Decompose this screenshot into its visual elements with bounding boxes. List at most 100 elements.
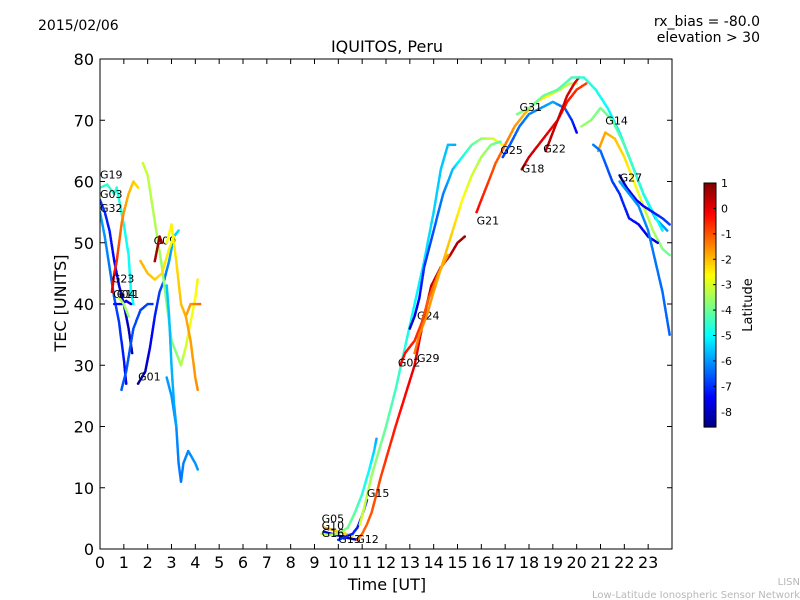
colorbar-segment [704,246,716,249]
colorbar-segment [704,298,716,302]
data-point [584,82,588,85]
colorbar-segment [704,199,716,202]
colorbar-segment [704,282,716,286]
data-point [196,388,199,392]
colorbar-segment [704,225,716,229]
colorbar-tick-label: -3 [721,279,732,292]
data-point [160,241,164,245]
colorbar-segment [704,396,716,400]
x-tick-label: 9 [309,553,319,572]
colorbar-segment [704,207,716,211]
colorbar-segment [704,368,716,371]
colorbar-segment [704,209,716,213]
colorbar-segment [704,384,716,387]
data-point [172,235,176,238]
data-point [127,315,130,318]
y-tick-label: 10 [74,479,94,498]
colorbar-segment [704,195,716,198]
rx-bias-label: rx_bias = -80.0 [654,14,760,30]
colorbar-segment [704,359,716,363]
colorbar-segment [704,272,716,276]
data-point [453,143,457,147]
colorbar-segment [704,414,716,418]
series-label-g19: G19 [100,168,123,181]
y-tick-label: 0 [84,540,94,559]
x-axis-title: Time [UT] [347,575,426,594]
colorbar-segment [704,189,716,192]
colorbar-segment [704,418,716,422]
colorbar-tick-label: -6 [721,355,732,368]
x-tick-label: 3 [166,553,176,572]
colorbar-segment [704,327,716,330]
series-track-33 [618,180,671,336]
data-point [130,351,134,355]
y-tick-label: 50 [74,234,94,253]
series-label-g29: G29 [417,352,440,365]
x-tick-label: 1 [119,553,129,572]
colorbar-segment [704,408,716,412]
x-tick-label: 8 [286,553,296,572]
colorbar-segment [704,422,716,426]
colorbar-tick-label: -8 [721,406,732,419]
colorbar-segment [704,231,716,235]
series-label-g16: G16 [322,527,345,540]
colorbar-segment [704,305,716,308]
colorbar-segment [704,258,716,261]
colorbar-segment [704,219,716,223]
colorbar-tick-label: -7 [721,380,732,393]
colorbar-segment [704,382,716,385]
data-point [668,253,671,257]
colorbar-segment [704,363,716,367]
colorbar-segment [704,325,716,328]
colorbar-segment [704,185,716,188]
colorbar-segment [704,223,716,227]
series-track-9 [165,223,202,318]
colorbar-segment [704,355,716,359]
colorbar-tick-label: -1 [721,228,732,241]
data-point [196,278,199,281]
colorbar-segment [704,329,716,333]
colorbar-segment [704,241,716,245]
x-tick-label: 18 [519,553,539,572]
colorbar-segment [704,394,716,398]
colorbar-segment [704,309,716,312]
data-point [490,137,493,140]
colorbar-segment [704,187,716,190]
colorbar-tick-label: -5 [721,330,732,343]
series-label-g10: G10 [322,519,345,532]
data-point [375,437,378,441]
colorbar-segment [704,229,716,233]
elevation-label: elevation > 30 [657,30,760,46]
x-tick-label: 23 [638,553,658,572]
data-point [570,82,573,85]
series-label-g03: G03 [100,188,123,201]
series-label-g14: G14 [605,115,628,128]
colorbar-segment [704,357,716,361]
data-point [114,302,118,306]
y-tick-label: 70 [74,111,94,130]
data-point [124,382,128,385]
series-g29 [413,140,502,355]
series-label-g32: G32 [100,202,123,215]
colorbar-segment [704,321,716,324]
colorbar-segment [704,227,716,231]
series-g16 [320,437,378,537]
series-track-12 [165,284,178,428]
data-point [575,131,578,134]
data-point [450,143,453,147]
colorbar-segment [704,347,716,351]
colorbar-segment [704,254,716,257]
data-point [668,223,671,226]
series-label-g21: G21 [477,214,500,227]
y-tick-label: 60 [74,173,94,192]
data-point [116,302,120,306]
x-tick-label: 10 [328,553,348,572]
colorbar-segment [704,221,716,225]
colorbar-frame [703,182,717,428]
colorbar-segment [704,406,716,410]
series-label-g18: G18 [522,162,545,175]
colorbar-segment [704,307,716,310]
colorbar-segment [704,311,716,314]
data-point [113,302,116,306]
series-label-g27: G27 [620,172,643,185]
